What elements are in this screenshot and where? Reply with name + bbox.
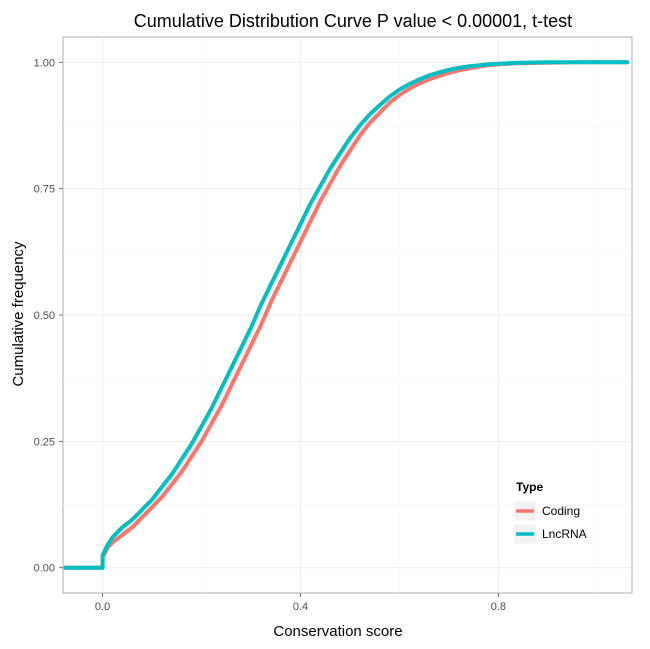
- x-tick-label: 0.8: [491, 601, 506, 613]
- y-tick-label: 0.75: [34, 184, 55, 196]
- y-axis-ticks: 0.00 0.25 0.50 0.75 1.00: [34, 57, 63, 575]
- x-tick-label: 0.4: [293, 601, 308, 613]
- legend-items: Coding LncRNA: [513, 500, 587, 545]
- major-grid: [63, 37, 632, 593]
- legend-title: Type: [516, 480, 543, 494]
- chart-title: Cumulative Distribution Curve P value < …: [134, 11, 572, 31]
- y-axis-title: Cumulative frequency: [10, 241, 27, 387]
- legend: Type Coding LncRNA: [513, 480, 587, 545]
- x-axis-title: Conservation score: [273, 623, 402, 640]
- y-tick-label: 0.25: [34, 436, 55, 448]
- x-tick-label: 0.0: [95, 601, 110, 613]
- legend-label-coding: Coding: [542, 504, 580, 518]
- series-line-lncrna: [63, 60, 630, 570]
- series-layer: [63, 60, 630, 570]
- x-axis-ticks: 0.0 0.4 0.8: [95, 593, 506, 613]
- y-tick-label: 0.50: [34, 310, 55, 322]
- legend-label-lncrna: LncRNA: [542, 527, 587, 541]
- y-tick-label: 0.00: [34, 563, 55, 575]
- y-tick-label: 1.00: [34, 57, 55, 69]
